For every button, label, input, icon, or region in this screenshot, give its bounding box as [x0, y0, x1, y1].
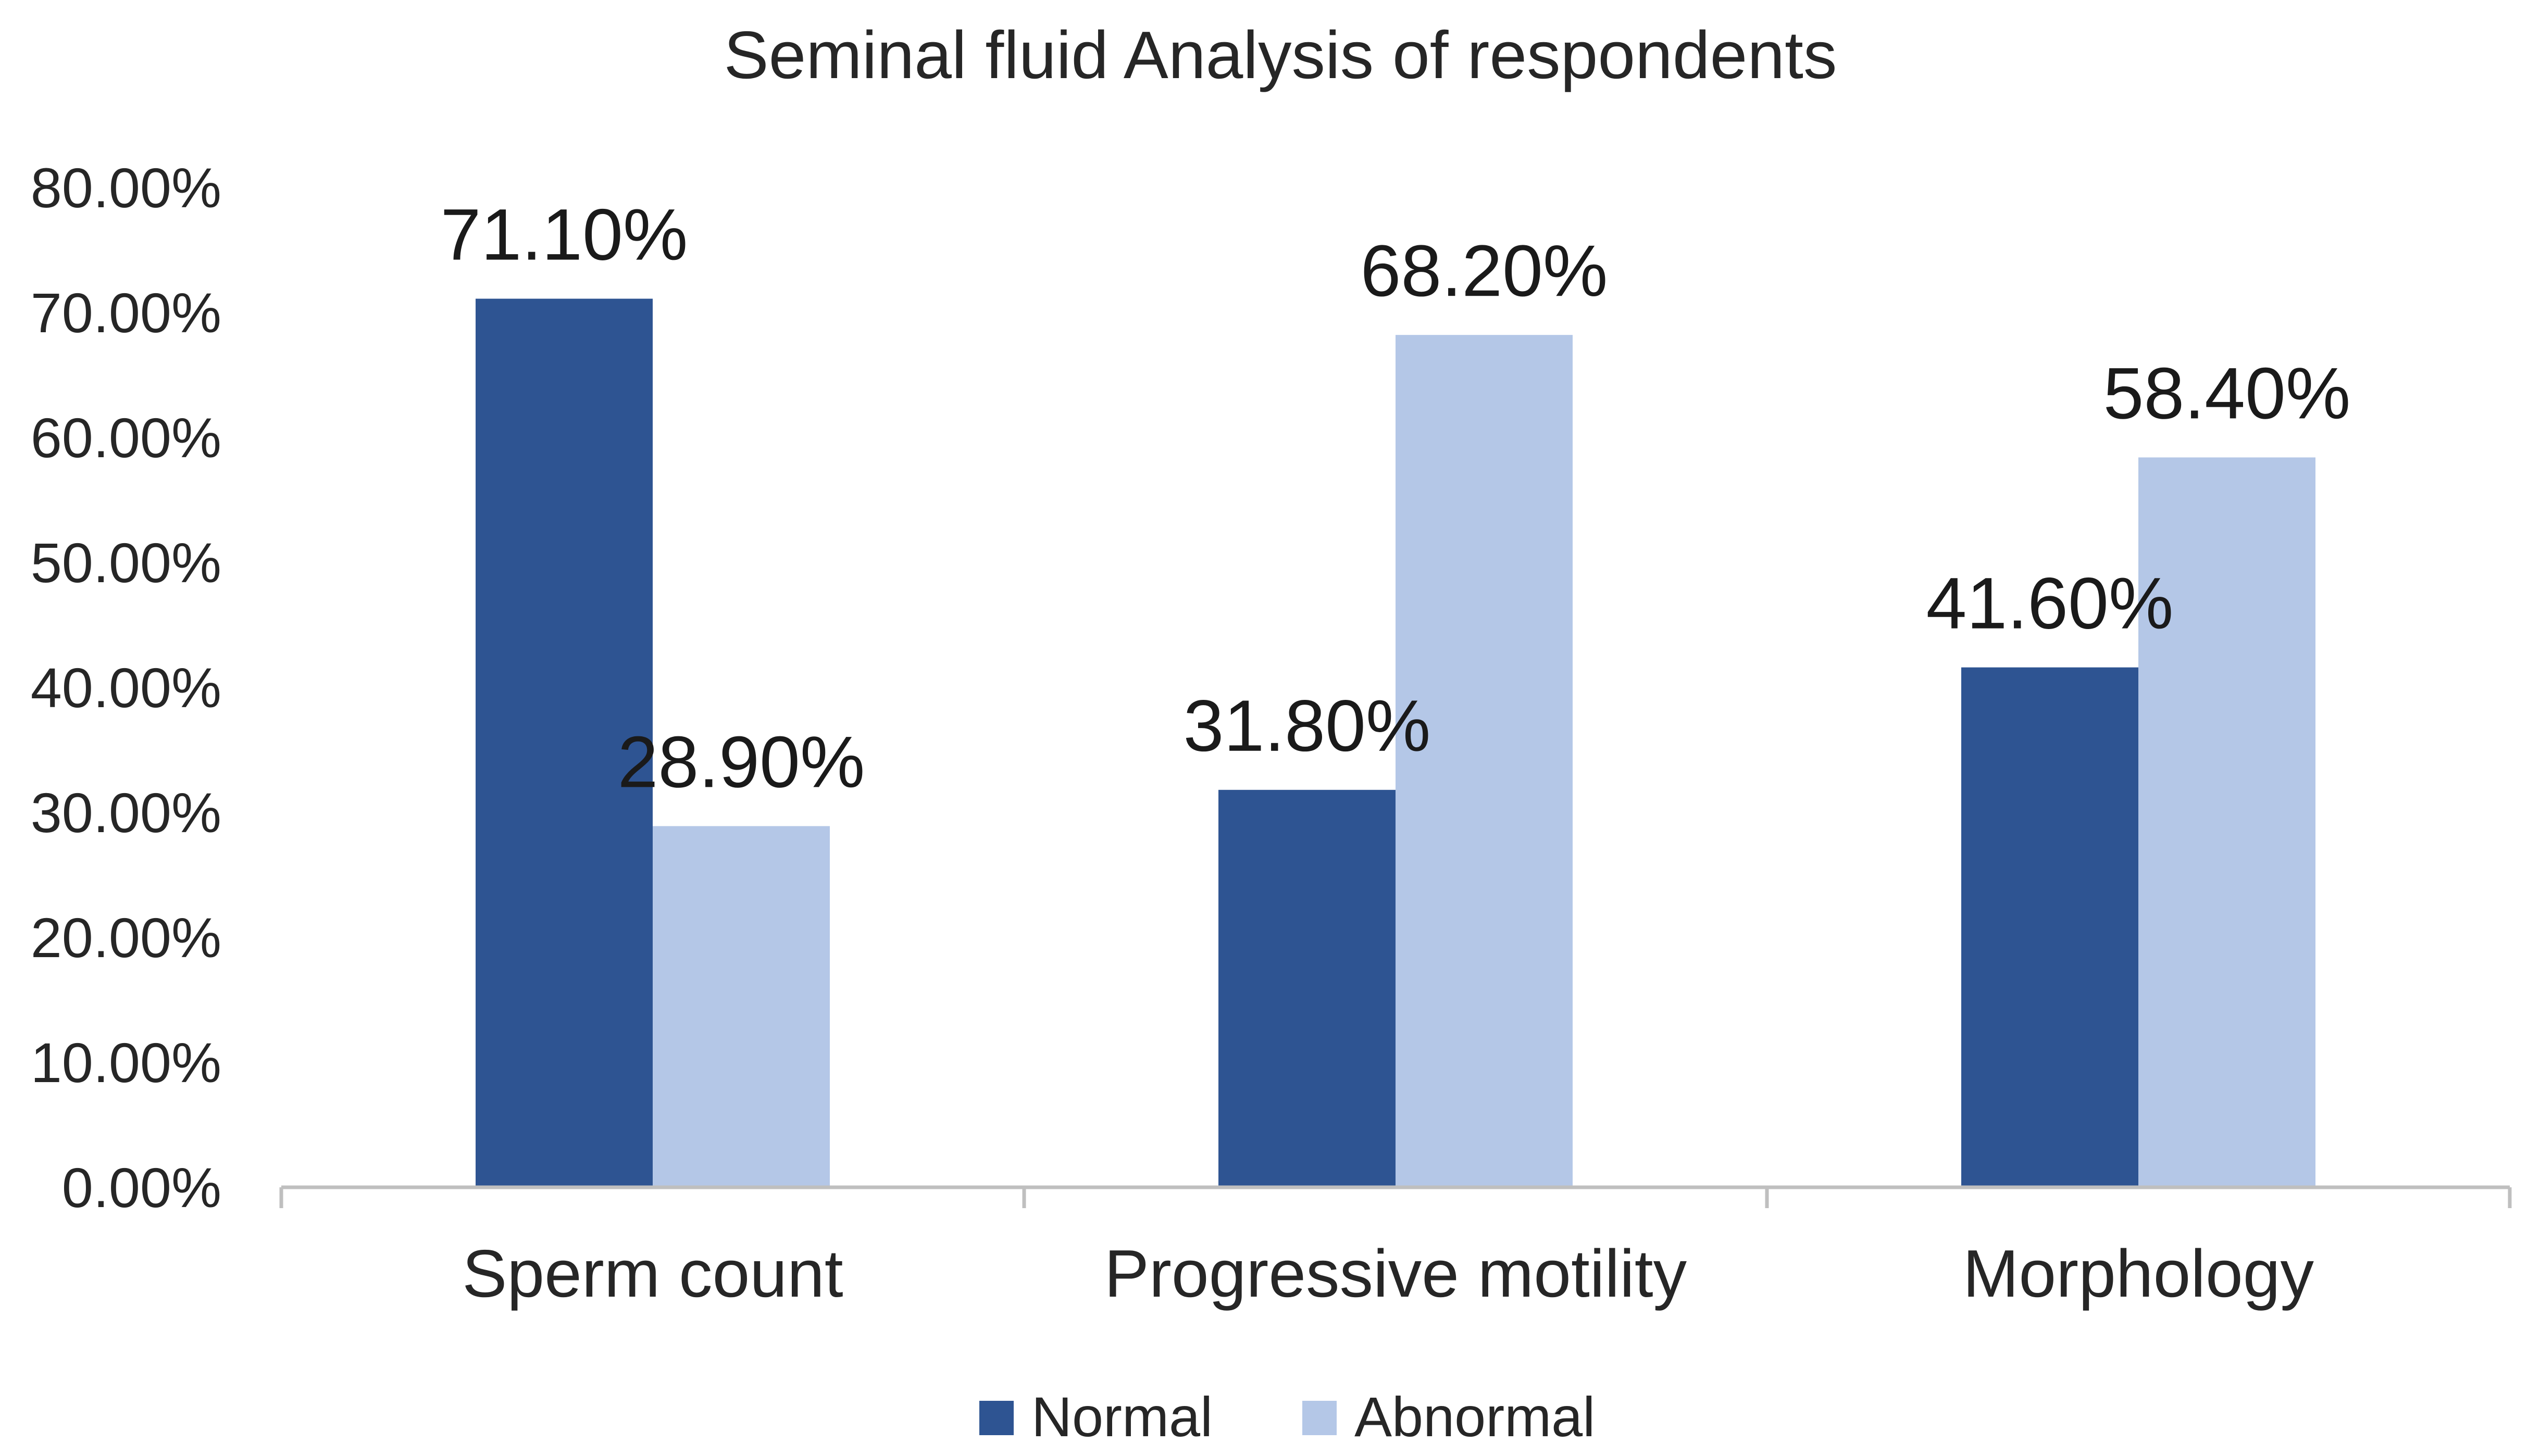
data-label-normal-1: 71.10%: [441, 194, 688, 275]
bar-abnormal-3: [2138, 457, 2315, 1187]
category-label: Morphology: [1963, 1236, 2314, 1311]
data-labels: 71.10% 28.90% 31.80% 68.20% 41.60% 58.40%: [441, 194, 2351, 803]
legend-swatch-normal: [979, 1401, 1014, 1435]
data-label-abnormal-3: 58.40%: [2103, 352, 2351, 434]
legend-swatch-abnormal: [1302, 1401, 1337, 1435]
legend: Normal Abnormal: [979, 1385, 1595, 1448]
y-axis-tick-labels: 0.00% 10.00% 20.00% 30.00% 40.00% 50.00% 60.00…: [31, 156, 221, 1219]
data-label-abnormal-1: 28.90%: [618, 721, 865, 802]
x-axis-category-labels: Sperm count Progressive motility Morpholog…: [462, 1236, 2314, 1311]
legend-label-abnormal: Abnormal: [1354, 1385, 1595, 1448]
category-label: Sperm count: [462, 1236, 843, 1311]
data-label-normal-3: 41.60%: [1926, 562, 2174, 644]
y-tick-label: 10.00%: [31, 1031, 221, 1094]
bar-abnormal-2: [1396, 335, 1573, 1188]
y-tick-label: 30.00%: [31, 781, 221, 844]
y-tick-label: 0.00%: [62, 1156, 221, 1219]
x-axis: [279, 1185, 2512, 1208]
bar-normal-1: [476, 298, 653, 1187]
y-tick-label: 50.00%: [31, 531, 221, 594]
y-tick-label: 60.00%: [31, 406, 221, 469]
bar-group: [476, 298, 2315, 1188]
y-tick-label: 80.00%: [31, 156, 221, 219]
chart-title: Seminal fluid Analysis of respondents: [724, 18, 1837, 93]
category-label: Progressive motility: [1104, 1236, 1687, 1311]
y-tick-label: 70.00%: [31, 281, 221, 344]
bar-abnormal-1: [653, 826, 830, 1187]
legend-label-normal: Normal: [1031, 1385, 1213, 1448]
y-tick-label: 40.00%: [31, 656, 221, 719]
data-label-abnormal-2: 68.20%: [1361, 230, 1608, 311]
y-tick-label: 20.00%: [31, 906, 221, 969]
bar-normal-3: [1961, 667, 2138, 1187]
data-label-normal-2: 31.80%: [1184, 685, 1431, 767]
bar-normal-2: [1218, 789, 1396, 1187]
